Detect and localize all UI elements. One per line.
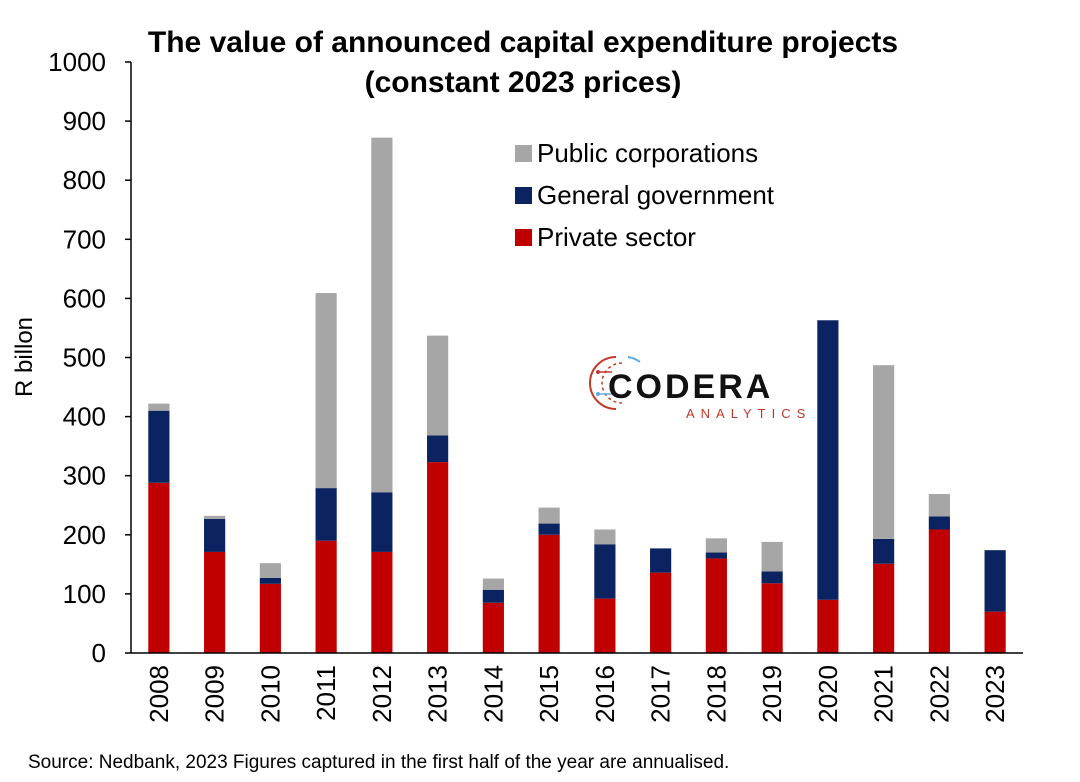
- x-tick-label: 2009: [200, 665, 230, 723]
- logo-main-text: CODERA: [608, 368, 773, 406]
- logo-sub-text: ANALYTICS: [686, 406, 811, 421]
- bar-private-sector-2019: [761, 583, 783, 653]
- bar-private-sector-2010: [259, 583, 281, 653]
- bar-general-government-2023: [984, 550, 1006, 612]
- bar-general-government-2011: [315, 488, 337, 541]
- x-tick-label: 2019: [757, 665, 787, 723]
- x-tick-label: 2014: [478, 665, 508, 723]
- y-axis-ticks: 0 100 200 300 400 500 600 700 800 900 1000: [48, 47, 131, 668]
- legend-label: General government: [537, 180, 775, 210]
- x-tick-label: 2017: [646, 665, 676, 723]
- x-tick-label: 2016: [590, 665, 620, 723]
- y-tick-label: 300: [63, 461, 106, 491]
- legend-swatch-private-sector: [515, 229, 532, 246]
- y-tick-label: 700: [63, 224, 106, 254]
- y-tick-label: 800: [63, 165, 106, 195]
- bar-private-sector-2022: [928, 529, 950, 653]
- legend: Public corporations General government Pri…: [515, 138, 775, 252]
- bar-public-corporations-2014: [482, 578, 504, 590]
- bar-public-corporations-2013: [427, 335, 449, 436]
- legend-swatch-general-government: [515, 187, 532, 204]
- bar-general-government-2009: [204, 518, 226, 552]
- bar-public-corporations-2016: [594, 529, 616, 545]
- legend-swatch-public-corporations: [515, 145, 532, 162]
- bar-private-sector-2014: [482, 602, 504, 653]
- bar-public-corporations-2022: [928, 494, 950, 517]
- bar-public-corporations-2019: [761, 541, 783, 572]
- y-tick-label: 500: [63, 343, 106, 373]
- y-tick-label: 100: [63, 579, 106, 609]
- bar-private-sector-2008: [148, 482, 170, 653]
- bar-public-corporations-2015: [538, 507, 560, 524]
- bar-private-sector-2020: [817, 599, 839, 653]
- bar-general-government-2020: [817, 320, 839, 600]
- x-axis-ticks: 2008 2009 2010 2011 2012 2013 2014 2015 2016 2017…: [144, 665, 1010, 723]
- x-tick-label: 2015: [534, 665, 564, 723]
- bar-public-corporations-2021: [873, 365, 895, 539]
- bars: [148, 137, 1006, 653]
- source-note: Source: Nedbank, 2023 Figures captured i…: [28, 752, 729, 773]
- bar-general-government-2018: [705, 552, 727, 559]
- y-tick-label: 900: [63, 106, 106, 136]
- y-tick-label: 0: [92, 638, 106, 668]
- bar-private-sector-2017: [650, 572, 672, 653]
- bar-private-sector-2013: [427, 462, 449, 653]
- y-tick-label: 1000: [48, 47, 106, 77]
- bar-private-sector-2012: [371, 551, 393, 653]
- bar-general-government-2010: [259, 577, 281, 584]
- bar-public-corporations-2018: [705, 538, 727, 553]
- x-tick-label: 2020: [813, 665, 843, 723]
- bar-general-government-2019: [761, 571, 783, 584]
- legend-label: Private sector: [537, 222, 696, 252]
- bar-public-corporations-2011: [315, 293, 337, 489]
- x-tick-label: 2023: [980, 665, 1010, 723]
- x-tick-label: 2011: [311, 665, 341, 721]
- y-tick-label: 600: [63, 283, 106, 313]
- x-tick-label: 2010: [255, 665, 285, 723]
- y-tick-label: 200: [63, 520, 106, 550]
- x-tick-label: 2021: [869, 665, 899, 723]
- bar-general-government-2015: [538, 523, 560, 535]
- bar-private-sector-2009: [204, 551, 226, 653]
- bar-general-government-2017: [650, 548, 672, 573]
- y-tick-label: 400: [63, 402, 106, 432]
- bar-private-sector-2023: [984, 611, 1006, 653]
- bar-private-sector-2018: [705, 558, 727, 653]
- bar-private-sector-2021: [873, 563, 895, 653]
- bar-general-government-2014: [482, 589, 504, 603]
- bar-private-sector-2015: [538, 534, 560, 653]
- x-tick-label: 2012: [367, 665, 397, 723]
- bar-general-government-2021: [873, 538, 895, 564]
- codera-logo: CODERA ANALYTICS: [589, 356, 811, 421]
- bar-private-sector-2011: [315, 540, 337, 653]
- bar-general-government-2008: [148, 410, 170, 483]
- bar-general-government-2022: [928, 516, 950, 530]
- circuit-circle-icon: [589, 356, 641, 410]
- bar-public-corporations-2008: [148, 403, 170, 411]
- bar-public-corporations-2010: [259, 563, 281, 578]
- bar-private-sector-2016: [594, 598, 616, 653]
- x-tick-label: 2013: [423, 665, 453, 723]
- bar-general-government-2012: [371, 492, 393, 552]
- bar-public-corporations-2012: [371, 137, 393, 493]
- bar-public-corporations-2009: [204, 515, 226, 519]
- bar-general-government-2013: [427, 435, 449, 463]
- bar-general-government-2016: [594, 544, 616, 599]
- x-tick-label: 2022: [924, 665, 954, 723]
- x-tick-label: 2018: [701, 665, 731, 723]
- chart-title-line1: The value of announced capital expenditu…: [148, 26, 898, 59]
- legend-label: Public corporations: [537, 138, 758, 168]
- y-axis-label: R billon: [11, 317, 38, 397]
- x-tick-label: 2008: [144, 665, 174, 723]
- chart-title-line2: (constant 2023 prices): [365, 66, 682, 99]
